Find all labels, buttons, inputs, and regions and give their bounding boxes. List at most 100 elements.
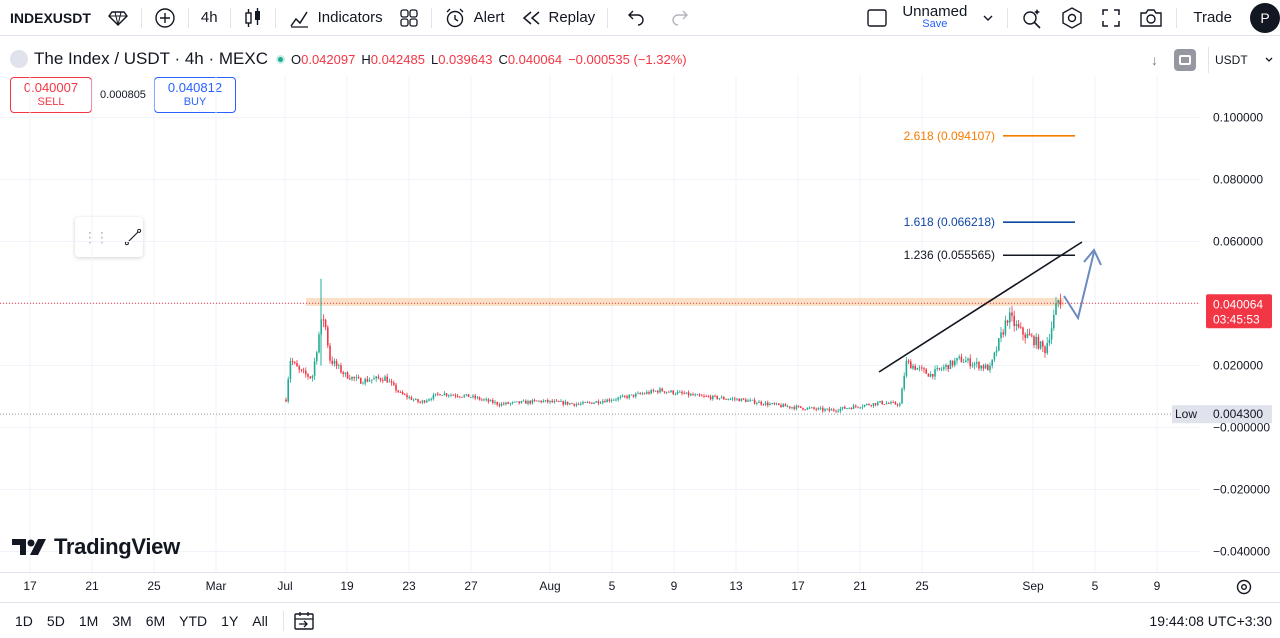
replay-button[interactable]: Replay [512,0,603,36]
range-button-3m[interactable]: 3M [112,612,132,629]
candle-body [947,364,949,370]
candle-body [723,397,725,400]
candle-body [773,403,776,405]
layout-button[interactable]: Unnamed Save [858,0,1003,36]
candle-body [685,392,688,394]
candle-body [428,399,430,401]
candle-body [604,401,606,403]
symbol-search-button[interactable]: INDEXUSDT [10,9,91,26]
compare-diamond-icon[interactable] [99,0,137,36]
snapshot-button[interactable] [1130,0,1172,36]
candle-body [1053,314,1055,329]
redo-button[interactable] [660,0,700,36]
fib-extension-levels[interactable]: 2.618 (0.094107) 1.618 (0.066218) 1.236 (0… [904,129,1075,262]
range-button-1m[interactable]: 1M [78,612,99,629]
candle-body [973,363,976,366]
candle-body [984,364,987,369]
replay-label: Replay [548,9,596,26]
drag-handle-icon[interactable]: ⋮⋮ [83,228,109,245]
time-tick-label: 13 [729,579,743,593]
candle-body [298,366,300,370]
chart-pane[interactable]: 2.618 (0.094107) 1.618 (0.066218) 1.236 (0… [0,76,1280,572]
candle-body [962,362,965,363]
undo-button[interactable] [612,0,660,36]
fib-level-label: 1.618 (0.066218) [904,215,995,229]
time-tick-label: 17 [791,579,805,593]
candle-body [800,406,802,408]
candle-body [993,352,996,360]
date-range-calendar-icon[interactable] [292,610,316,632]
legend-title[interactable]: The Index / USDT · 4h · MEXC [34,49,268,68]
trade-button[interactable]: Trade [1193,9,1232,26]
candle-body [890,401,892,404]
indicators-button[interactable]: Indicators [280,0,391,36]
low-price-badge [1172,405,1272,424]
range-button-1d[interactable]: 1D [15,612,33,629]
profile-avatar[interactable]: P [1250,2,1280,33]
time-axis-settings-icon[interactable] [1235,578,1253,596]
candle-body [643,393,646,395]
price-tick-label: 0.020000 [1213,359,1263,373]
arrow-down-icon[interactable]: ↓ [1151,52,1158,68]
candle-body [619,396,622,398]
candle-body [830,409,833,411]
candle-body [419,401,421,403]
legend-high: H0.042485 [361,51,425,67]
candle-body [351,376,353,380]
fullscreen-button[interactable] [1092,0,1130,36]
price-scale-mode-button[interactable] [1174,49,1196,71]
quick-search-button[interactable] [1012,0,1052,36]
interval-button[interactable]: 4h [200,9,218,26]
utc-clock[interactable]: 19:44:08 UTC+3:30 [1149,613,1272,629]
candle-body [390,381,393,383]
candle-body [575,404,578,406]
candle-body [661,388,663,392]
candle-body [613,399,615,401]
candle-body [1020,327,1022,329]
candle-body [991,359,993,366]
time-axis[interactable]: 17 21 25 Mar Jul 19 23 27 Aug 5 9 13 17 21 25 Sep 5 9 [0,572,1280,600]
candle-body [738,398,740,402]
candle-body [562,401,564,405]
candle-body [536,400,538,402]
candle-body [463,395,465,397]
candle-body [995,350,998,353]
range-button-ytd[interactable]: YTD [179,612,208,629]
range-button-5d[interactable]: 5D [46,612,65,629]
candle-body [617,397,619,400]
candle-body [945,364,947,368]
alert-button[interactable]: Alert [436,0,513,36]
candle-body [905,360,908,376]
candle-body [349,378,351,380]
chart-type-button[interactable] [235,0,271,36]
candle-body [899,403,901,406]
candle-body [529,400,531,404]
tradingview-logo-icon [12,539,46,555]
candle-body [373,378,375,380]
time-tick-label: Sep [1022,579,1044,593]
candle-body [943,367,945,369]
candlestick-series [285,278,1062,414]
candle-body [1057,300,1059,304]
templates-button[interactable] [391,0,427,36]
currency-select[interactable]: USDT [1208,47,1280,73]
range-button-all[interactable]: All [252,612,268,629]
candle-body [687,392,690,396]
range-button-1y[interactable]: 1Y [221,612,239,629]
candle-body [344,372,347,375]
candle-body [727,399,729,400]
settings-button[interactable] [1052,0,1092,36]
candle-body [1046,343,1048,354]
range-button-6m[interactable]: 6M [145,612,166,629]
candle-body [327,327,329,346]
add-symbol-button[interactable] [146,0,184,36]
candle-body [817,408,820,410]
candle-body [456,396,459,397]
candle-body [802,407,804,410]
time-tick-label: 25 [915,579,929,593]
candle-body [762,404,765,406]
trend-line-icon[interactable] [123,224,143,250]
candle-body [679,391,681,393]
candle-body [767,402,769,406]
price-axis[interactable]: 0.100000 0.080000 0.060000 0.020000 −0.00000… [0,111,1272,559]
